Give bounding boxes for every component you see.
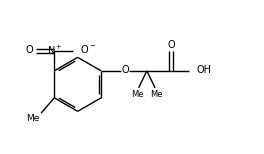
Text: $\mathregular{N^+}$: $\mathregular{N^+}$ xyxy=(46,44,62,57)
Text: Me: Me xyxy=(131,90,143,99)
Text: Me: Me xyxy=(150,90,163,99)
Text: OH: OH xyxy=(196,65,211,75)
Text: O: O xyxy=(167,40,175,50)
Text: Me: Me xyxy=(26,114,40,123)
Text: O: O xyxy=(26,45,34,55)
Text: O: O xyxy=(121,65,129,75)
Text: $\mathregular{O^-}$: $\mathregular{O^-}$ xyxy=(81,43,97,55)
